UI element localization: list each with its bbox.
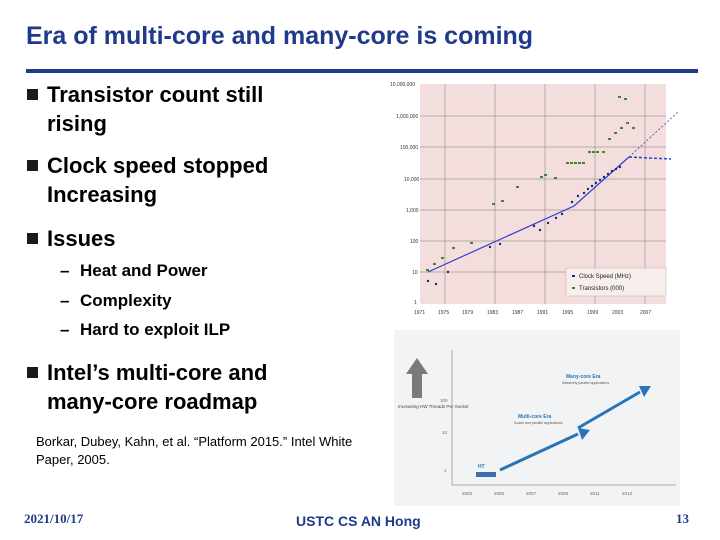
subbullet-text: Hard to exploit ILP <box>80 320 231 339</box>
dash-icon: – <box>60 261 70 280</box>
trend-line-extrapolated <box>628 111 679 158</box>
x-ticks: 2003 2005 2007 2009 2011 2013 <box>462 491 633 496</box>
chart-legend: Clock Speed (MHz) Transistors (000) <box>565 267 667 297</box>
trend-line <box>427 156 630 273</box>
bullet-text-line1: Issues <box>47 226 116 251</box>
citation: Borkar, Dubey, Kahn, et al. “Platform 20… <box>36 434 353 467</box>
ylabel-group: 10,000,000 1,000,000 100,000 10,000 1,00… <box>390 82 420 306</box>
clock-points <box>426 165 622 286</box>
footer-course: USTC CS AN Hong <box>296 513 421 529</box>
y-tick-label: 1 <box>414 300 417 306</box>
y-tick-label: 100 <box>410 239 419 245</box>
x-tick: 2007 <box>526 491 537 496</box>
many-core-arrowhead-icon <box>639 386 651 397</box>
roadmap-background <box>394 330 680 506</box>
title-divider <box>26 69 698 73</box>
up-arrow-icon <box>412 374 422 398</box>
gridlines <box>420 84 666 304</box>
bullet-roadmap: Intel’s multi-core and many-core roadmap <box>27 358 268 416</box>
y-tick-label: 10,000,000 <box>390 82 415 88</box>
bullet-square-icon <box>27 367 38 378</box>
y-tick-label: 1,000,000 <box>396 114 418 120</box>
x-tick: 2005 <box>494 491 505 496</box>
x-tick-label: 1979 <box>462 310 473 316</box>
legend-clock: Clock Speed (MHz) <box>579 274 631 280</box>
y-tick: 1 <box>444 468 447 473</box>
plot-area <box>420 84 666 304</box>
bullet-text-line1: Clock speed stopped <box>47 153 269 178</box>
subbullet-heat: – Heat and Power <box>60 261 208 281</box>
up-arrow-head-icon <box>406 358 428 374</box>
transistor-clock-chart: 10,000,000 1,000,000 100,000 10,000 1,00… <box>388 76 696 320</box>
x-tick-label: 1999 <box>587 310 598 316</box>
subbullet-text: Complexity <box>80 291 172 310</box>
page-number: 13 <box>676 511 689 526</box>
x-tick: 2009 <box>558 491 569 496</box>
y-tick: 100 <box>440 398 448 403</box>
x-tick-label: 1991 <box>537 310 548 316</box>
ht-label: HT <box>478 464 485 470</box>
y-tick-label: 10,000 <box>404 177 420 183</box>
xlabel-group: 1971 1975 1979 1983 1987 1991 1995 1999 … <box>414 310 651 316</box>
ht-bar <box>476 472 496 477</box>
y-tick: 10 <box>442 430 448 435</box>
bullet-text-line2: Increasing <box>47 182 158 207</box>
many-core-sub: Massively parallel applications <box>562 381 609 385</box>
x-tick-label: 1995 <box>562 310 573 316</box>
bullet-text-line2: rising <box>47 111 107 136</box>
x-tick: 2011 <box>590 491 600 496</box>
bullet-square-icon <box>27 160 38 171</box>
y-tick-label: 100,000 <box>400 145 418 151</box>
bullet-issues: Issues <box>27 224 116 253</box>
multi-core-arrowhead-icon <box>578 428 590 440</box>
bullet-square-icon <box>27 89 38 100</box>
subbullet-text: Heat and Power <box>80 261 208 280</box>
bullet-text-line1: Transistor count still <box>47 82 264 107</box>
threads-label: Increasing HW Threads Per Socket <box>398 404 469 409</box>
bullet-square-icon <box>27 233 38 244</box>
bullet-clock: Clock speed stopped Increasing <box>27 151 269 209</box>
many-core-arrow <box>577 390 641 430</box>
trend-line-flat <box>628 156 672 160</box>
bullet-transistor: Transistor count still rising <box>27 80 264 138</box>
bullet-text-line1: Intel’s multi-core and <box>47 360 268 385</box>
x-tick-label: 1975 <box>438 310 449 316</box>
x-tick: 2013 <box>622 491 633 496</box>
legend-transistors: Transistors (000) <box>579 286 624 292</box>
dash-icon: – <box>60 291 70 310</box>
subbullet-ilp: – Hard to exploit ILP <box>60 320 231 340</box>
x-tick: 2003 <box>462 491 473 496</box>
x-tick-label: 2003 <box>612 310 623 316</box>
y-tick-label: 1,000 <box>406 208 419 214</box>
multi-core-label: Multi-core Era <box>518 414 552 420</box>
y-tick-label: 10 <box>412 270 418 276</box>
x-tick-label: 1983 <box>487 310 498 316</box>
y-ticks: 100 10 1 <box>440 398 448 473</box>
many-core-label: Many-core Era <box>566 374 601 380</box>
x-tick-label: 2007 <box>640 310 651 316</box>
bullet-text-line2: many-core roadmap <box>47 389 258 414</box>
footer-date: 2021/10/17 <box>24 511 84 526</box>
subbullet-complexity: – Complexity <box>60 291 172 311</box>
roadmap-chart: Increasing HW Threads Per Socket 100 10 … <box>394 330 680 506</box>
transistor-points <box>426 96 635 271</box>
legend-transistor-swatch <box>572 287 575 289</box>
slide-title: Era of multi-core and many-core is comin… <box>26 22 534 50</box>
multi-core-arrow <box>499 432 579 472</box>
dash-icon: – <box>60 320 70 339</box>
legend-clock-swatch <box>572 275 575 277</box>
x-tick-label: 1971 <box>414 310 425 316</box>
x-tick-label: 1987 <box>512 310 523 316</box>
multi-core-sub: Scalar and parallel applications <box>514 421 563 425</box>
